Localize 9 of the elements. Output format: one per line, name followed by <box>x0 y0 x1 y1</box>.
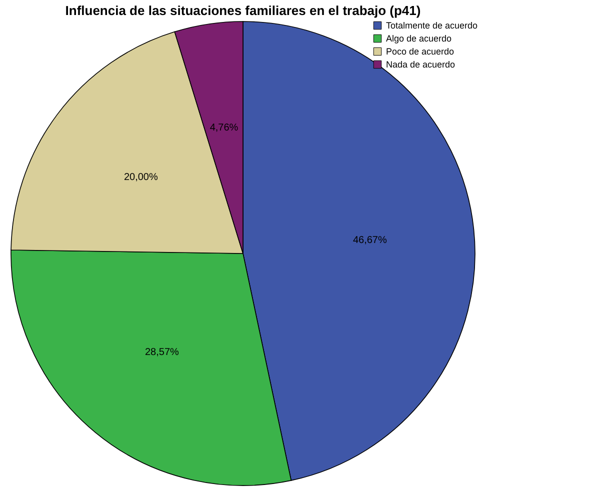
data-label: 4,76% <box>210 122 238 134</box>
data-label: 46,67% <box>352 235 387 246</box>
legend-label: Algo de acuerdo <box>386 34 452 44</box>
chart-title: Influencia de las situaciones familiares en el trabajo (p41) <box>65 2 421 18</box>
data-label: 20,00% <box>124 172 158 183</box>
legend-label: Totalmente de acuerdo <box>386 20 478 30</box>
legend-label: Poco de acuerdo <box>386 46 454 56</box>
legend-label: Nada de acuerdo <box>386 60 456 70</box>
data-label: 28,57% <box>144 347 180 358</box>
